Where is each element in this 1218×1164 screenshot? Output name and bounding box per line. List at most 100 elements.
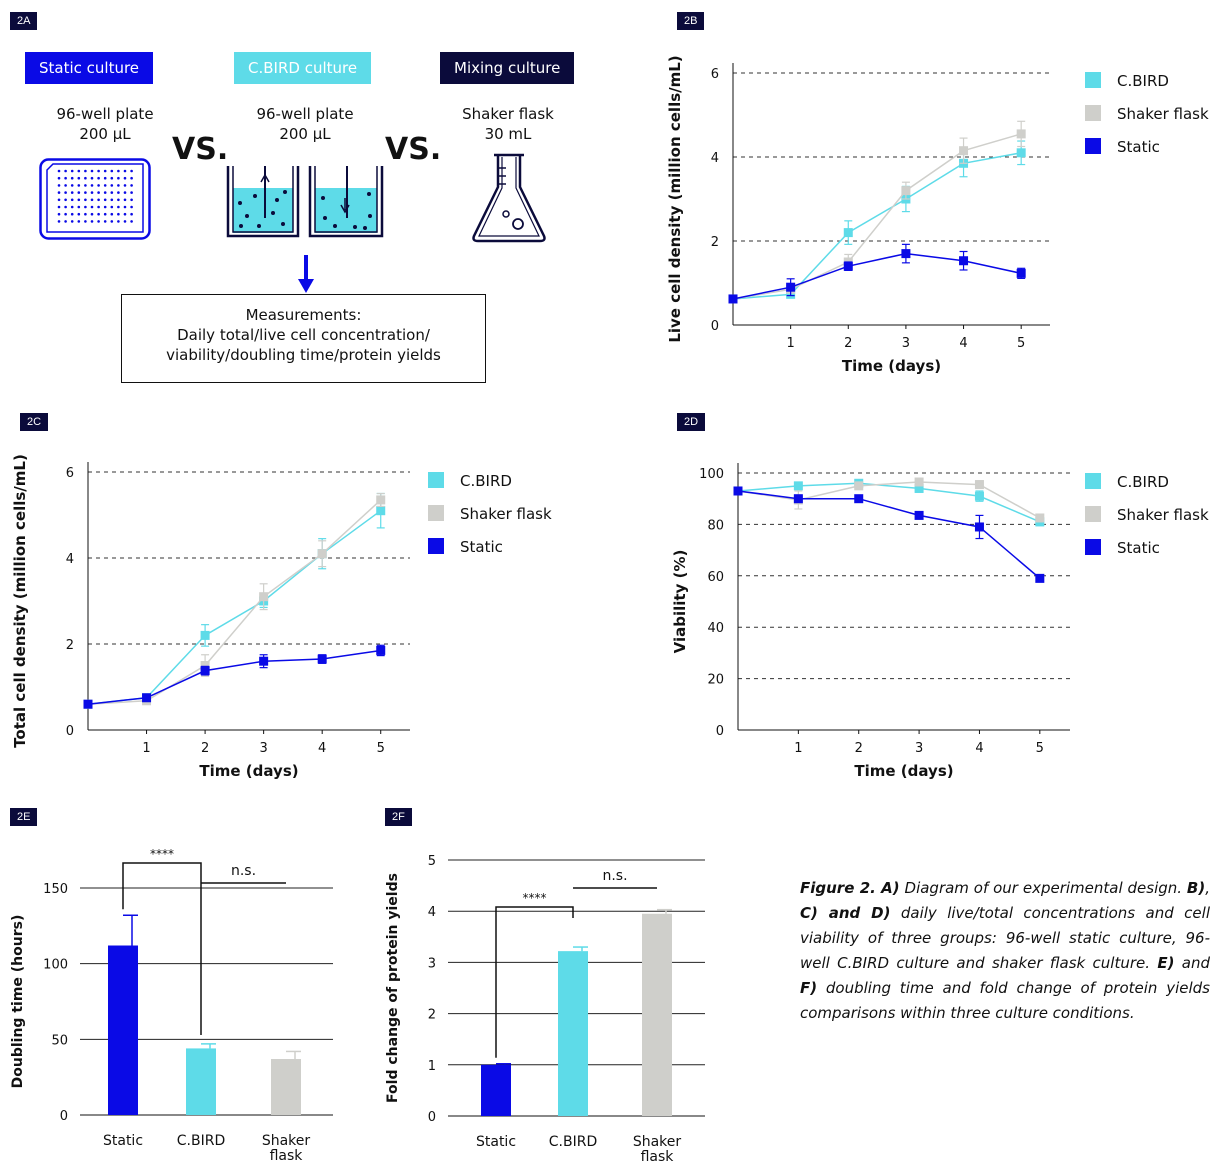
cbird-culture-label: C.BIRD culture: [234, 52, 372, 84]
y-tick-label: 2: [428, 1008, 436, 1023]
well-dot: [103, 191, 107, 194]
panel-tag-2b: 2B: [677, 12, 705, 30]
y-tick-label: 0: [428, 1110, 436, 1125]
well-dot: [64, 212, 67, 216]
well-dot: [103, 220, 107, 223]
well-dot: [97, 169, 100, 173]
panel-tag-2e: 2E: [10, 808, 38, 826]
well-dot: [117, 176, 120, 180]
y-axis-label: Live cell density (million cells/mL): [666, 55, 684, 342]
panel-tag-2a: 2A: [10, 12, 38, 30]
well-dot: [90, 205, 94, 209]
legend-swatch-static: [428, 538, 444, 554]
well-dot: [117, 169, 120, 173]
caption-text-4: and: [1174, 954, 1210, 972]
x-tick-label: 1: [794, 741, 802, 756]
well-dot: [110, 198, 114, 202]
y-axis-label: Doubling time (hours): [10, 915, 26, 1089]
series-line-static: [737, 490, 1041, 579]
well-dot: [77, 212, 81, 216]
well-dot: [70, 184, 74, 187]
x-tick-label: 4: [959, 336, 967, 351]
y-tick-label: 50: [51, 1033, 68, 1048]
y-tick-label: 0: [716, 724, 724, 739]
caption-text-1: Diagram of our experimental design.: [899, 879, 1187, 897]
well-dot: [123, 212, 127, 216]
well-dot: [97, 184, 100, 187]
well-dot: [123, 191, 127, 194]
measurements-title: Measurements:: [245, 306, 362, 324]
bar-shaker: [642, 913, 672, 1116]
data-point-static: [901, 249, 911, 259]
well-dot: [84, 184, 87, 187]
data-point-static: [83, 699, 93, 709]
well-dot: [70, 176, 74, 180]
data-point-shaker: [1016, 129, 1026, 139]
y-axis-label: Fold change of protein yields: [385, 873, 401, 1103]
category-label: C.BIRD: [177, 1133, 225, 1149]
data-point-cbird: [1016, 148, 1026, 158]
legend-2d: C.BIRD Shaker flask Static: [1085, 473, 1209, 572]
series-line-shaker: [737, 481, 1041, 519]
legend-swatch-shaker: [1085, 105, 1101, 121]
legend-swatch-static: [1085, 539, 1101, 555]
well-dot: [117, 191, 120, 194]
bar-static: [108, 945, 138, 1115]
legend-item-cbird: C.BIRD: [428, 472, 552, 505]
legend-label-shaker: Shaker flask: [1117, 105, 1209, 123]
caption-text-3: daily live/total concentrations and cell…: [800, 904, 1210, 972]
data-point-shaker: [854, 481, 864, 491]
well-dot: [117, 198, 120, 202]
data-point-static: [142, 693, 152, 703]
series-line-static: [87, 649, 381, 705]
well-dot: [84, 191, 87, 194]
legend-swatch-static: [1085, 138, 1101, 154]
well-dot: [90, 184, 94, 187]
well-dot: [64, 169, 67, 173]
data-point-static: [728, 294, 738, 304]
well-dot: [77, 205, 81, 209]
x-axis-label: Time (days): [842, 357, 941, 375]
y-tick-label: 100: [699, 467, 724, 482]
well-dot: [77, 198, 81, 202]
y-tick-label: 100: [43, 958, 68, 973]
series-line-cbird: [732, 152, 1022, 300]
well-dot: [84, 169, 87, 173]
data-point-shaker: [376, 495, 386, 505]
well-dot: [90, 198, 94, 202]
series-line-static: [732, 252, 1022, 300]
well-dot: [123, 176, 127, 180]
well-dot: [77, 220, 81, 223]
legend-item-cbird: C.BIRD: [1085, 473, 1209, 506]
well-dot: [90, 212, 94, 216]
well-dot: [70, 205, 74, 209]
well-dot: [57, 176, 61, 180]
well-dot: [77, 169, 81, 173]
well-dot: [110, 184, 114, 187]
well-dot: [130, 184, 133, 187]
measurements-box: Measurements: Daily total/live cell conc…: [121, 294, 486, 383]
x-tick-label: 2: [855, 741, 863, 756]
legend-label-static: Static: [460, 538, 503, 556]
ns-label: n.s.: [602, 868, 627, 884]
bar-shaker: [271, 1059, 301, 1115]
significance-label: ****: [523, 891, 547, 905]
data-point-static: [793, 494, 803, 504]
well-dot: [117, 212, 120, 216]
category-label: Shaker: [262, 1133, 311, 1149]
data-point-shaker: [914, 477, 924, 487]
y-tick-label: 4: [66, 552, 74, 567]
static-vessel: 96-well plate: [56, 105, 154, 123]
caption-text-5: doubling time and fold change of protein…: [800, 979, 1210, 1022]
x-tick-label: 4: [975, 741, 983, 756]
data-point-static: [1035, 573, 1045, 583]
well-dot: [57, 191, 61, 194]
data-point-shaker: [200, 661, 210, 670]
y-tick-label: 0: [60, 1109, 68, 1124]
data-point-static: [843, 261, 853, 271]
well-dot: [70, 198, 74, 202]
well-dot: [97, 191, 100, 194]
y-tick-label: 0: [66, 724, 74, 739]
x-tick-label: 5: [377, 741, 385, 756]
legend-2c: C.BIRD Shaker flask Static: [428, 472, 552, 571]
